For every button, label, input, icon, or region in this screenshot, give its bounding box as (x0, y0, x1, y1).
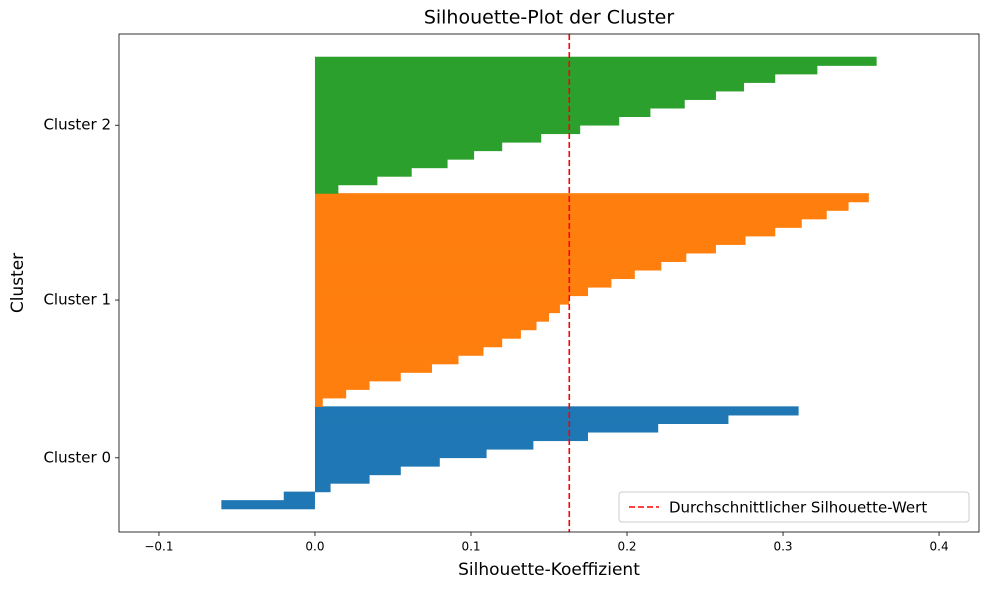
x-axis-label: Silhouette-Koeffizient (458, 560, 640, 580)
silhouette-bar (314, 466, 401, 476)
silhouette-bar (314, 261, 662, 271)
chart-title: Silhouette-Plot der Cluster (424, 7, 675, 29)
silhouette-bar (314, 210, 827, 220)
y-tick-label: Cluster 2 (43, 116, 111, 134)
silhouette-bar (314, 304, 560, 314)
silhouette-bar (314, 389, 347, 399)
x-tick-label: 0.2 (617, 540, 636, 554)
y-tick-label: Cluster 0 (43, 448, 111, 466)
silhouette-bar (314, 338, 503, 348)
silhouette-bar (314, 483, 331, 493)
silhouette-bar (314, 150, 475, 160)
silhouette-bar (314, 124, 581, 135)
silhouette-bar (314, 73, 776, 83)
silhouette-bar (314, 474, 370, 484)
silhouette-bar (314, 99, 685, 109)
silhouette-bar (314, 414, 729, 425)
silhouette-bar (314, 295, 570, 305)
silhouette-bar (221, 500, 315, 510)
silhouette-bar (314, 201, 849, 211)
silhouette-bar (314, 107, 651, 118)
x-tick-label: 0.3 (773, 540, 792, 554)
silhouette-bar (314, 82, 745, 92)
silhouette-bar (314, 286, 589, 297)
silhouette-bar (314, 278, 612, 288)
silhouette-bar (314, 167, 412, 177)
x-tick-label: 0.4 (930, 540, 949, 554)
silhouette-bar (314, 56, 877, 66)
silhouette-bar (314, 440, 534, 450)
silhouette-bar (314, 431, 589, 442)
x-tick-label: 0.0 (305, 540, 324, 554)
silhouette-bar (314, 406, 799, 416)
x-tick-label: 0.1 (461, 540, 480, 554)
silhouette-bar (314, 227, 776, 237)
silhouette-bar (314, 176, 378, 186)
silhouette-bar (314, 380, 370, 390)
silhouette-bar (314, 355, 459, 365)
x-tick-label: −0.1 (144, 540, 173, 554)
silhouette-bar (314, 252, 687, 262)
silhouette-bar (314, 321, 537, 331)
silhouette-bar (283, 491, 315, 501)
silhouette-bar (314, 244, 716, 254)
legend-box (618, 491, 970, 523)
silhouette-bar (314, 184, 339, 194)
y-tick-label: Cluster 1 (43, 291, 111, 309)
silhouette-bar (314, 346, 484, 356)
legend-label: Durchschnittlicher Silhouette-Wert (669, 499, 927, 517)
silhouette-bar (314, 218, 802, 228)
silhouette-bar (314, 457, 440, 467)
silhouette-bar (314, 65, 818, 75)
y-axis-label: Cluster (8, 253, 28, 313)
silhouette-bar (314, 116, 620, 126)
silhouette-bar (314, 312, 549, 322)
silhouette-bar (314, 448, 487, 459)
silhouette-bar (314, 90, 716, 100)
silhouette-bar (314, 269, 635, 280)
silhouette-bar (314, 397, 323, 407)
silhouette-bar (314, 235, 746, 245)
plot-frame (118, 33, 980, 533)
silhouette-bar (314, 363, 432, 373)
silhouette-bar (314, 423, 659, 433)
silhouette-bar (314, 193, 869, 203)
silhouette-bar (314, 372, 401, 382)
silhouette-bar (314, 159, 448, 169)
silhouette-bar (314, 141, 503, 152)
silhouette-bar (314, 329, 521, 339)
silhouette-bar (314, 133, 542, 143)
